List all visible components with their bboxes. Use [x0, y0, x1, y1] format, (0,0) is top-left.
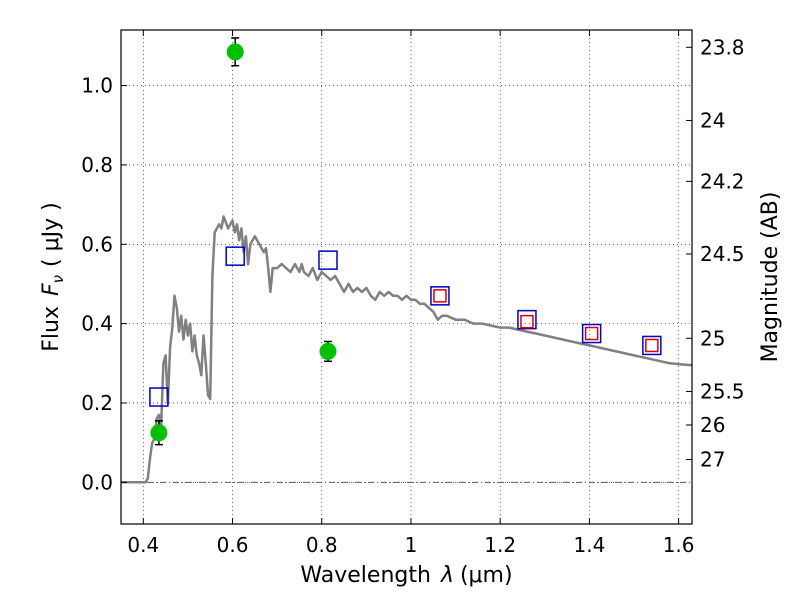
plot-area: [121, 37, 693, 484]
x-tick-label: 1.6: [663, 533, 695, 557]
x-tick-label: 1.2: [484, 533, 516, 557]
x-axis: 0.4 0.6 0.8 1 1.2 1.4 1.6: [127, 30, 695, 557]
model-flux-square-blue: [225, 246, 245, 266]
model-flux-square-red: [520, 314, 534, 329]
magnitude-tick-label: 25: [700, 326, 725, 350]
x-tick-label: 0.4: [127, 533, 159, 557]
observed-flux-point: [226, 43, 244, 61]
magnitude-axis-label: Magnitude (AB): [758, 192, 783, 363]
y-tick-label: 0.2: [81, 391, 113, 415]
y-tick-label: 0.8: [81, 153, 113, 177]
magnitude-tick-label: 25.5: [700, 379, 745, 403]
model-flux-square-blue: [430, 286, 450, 306]
x-tick-label: 1.4: [573, 533, 605, 557]
magnitude-tick-label: 24.2: [700, 169, 745, 193]
grid: [121, 30, 692, 524]
x-tick-label: 1: [405, 533, 418, 557]
magnitude-tick-label: 27: [700, 448, 725, 472]
model-flux-square-red: [433, 289, 447, 303]
x-tick-label: 0.8: [306, 533, 338, 557]
x-tick-label: 0.6: [217, 533, 249, 557]
observed-flux-point: [319, 342, 337, 360]
model-flux-square-red: [645, 338, 659, 353]
x-axis-label: Wavelength λ (μm): [300, 563, 512, 588]
model-flux-square-blue: [517, 309, 537, 330]
magnitude-tick-label: 24: [700, 108, 725, 132]
model-flux-square-blue: [149, 387, 169, 407]
sed-model-line: [121, 215, 693, 484]
y-axis: 0.0 0.2 0.4 0.6 0.8 1.0: [81, 74, 127, 494]
model-flux-square-blue: [318, 250, 338, 270]
magnitude-axis: 23.8 24 24.2 24.5 25 25.5 26 27: [686, 35, 745, 472]
y-tick-label: 1.0: [81, 74, 113, 98]
y-tick-label: 0.0: [81, 470, 113, 494]
model-flux-square-red: [584, 326, 599, 341]
y-axis-label: FluxFν( μJy ): [39, 202, 67, 351]
magnitude-tick-label: 26: [700, 413, 725, 437]
model-flux-square-blue: [581, 323, 602, 344]
y-tick-label: 0.4: [81, 312, 113, 336]
observed-flux-point: [150, 424, 168, 442]
magnitude-tick-label: 24.5: [700, 242, 745, 266]
y-tick-label: 0.6: [81, 232, 113, 256]
magnitude-tick-label: 23.8: [700, 35, 745, 59]
model-flux-square-blue: [642, 335, 662, 356]
plot-frame: [120, 29, 693, 525]
